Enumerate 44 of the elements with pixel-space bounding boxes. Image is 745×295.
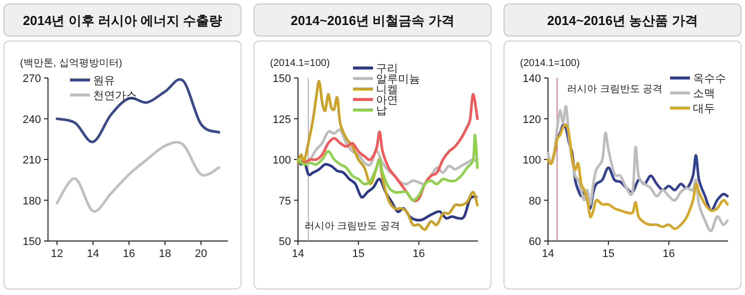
ref-line-label: 러시아 크림반도 공격 <box>304 221 400 232</box>
x-tick-label: 15 <box>352 248 365 260</box>
x-tick-label: 16 <box>122 248 136 260</box>
y-tick-label: 270 <box>22 73 41 85</box>
chart-title: 2014~2016년 농산품 가격 <box>547 13 698 28</box>
legend-label: 옥수수 <box>693 73 726 85</box>
legend-label: 아연 <box>376 94 398 106</box>
x-tick-label: 16 <box>662 248 675 260</box>
y-tick-label: 80 <box>528 195 541 208</box>
y-tick-label: 125 <box>272 114 291 126</box>
legend-label: 납 <box>376 105 387 117</box>
legend-label: 천연가스 <box>93 90 137 102</box>
x-tick-label: 20 <box>194 248 208 260</box>
legend-label: 니켈 <box>376 84 398 96</box>
y-tick-label: 100 <box>272 154 291 166</box>
legend-label: 원유 <box>93 75 115 87</box>
y-tick-label: 150 <box>22 236 41 248</box>
y-tick-label: 50 <box>278 236 291 248</box>
y-tick-label: 180 <box>22 195 41 208</box>
y-tick-label: 60 <box>528 236 541 248</box>
y-tick-label: 100 <box>522 154 541 166</box>
legend-label: 소맥 <box>693 88 715 100</box>
x-tick-label: 14 <box>542 248 554 260</box>
x-tick-label: 16 <box>412 248 425 260</box>
x-tick-label: 15 <box>602 248 615 260</box>
legend-label: 알루미늄 <box>376 74 420 86</box>
y-axis-title: (2014.1=100) <box>520 58 580 69</box>
y-tick-label: 150 <box>272 73 291 85</box>
chart-title: 2014~2016년 비철금속 가격 <box>290 13 454 28</box>
y-tick-label: 120 <box>522 114 541 126</box>
legend-label: 구리 <box>376 63 398 75</box>
x-tick-label: 12 <box>50 248 64 260</box>
y-tick-label: 140 <box>522 73 541 85</box>
x-tick-label: 14 <box>292 248 304 260</box>
y-tick-label: 75 <box>278 195 291 208</box>
ref-line-label: 러시아 크림반도 공격 <box>567 84 663 95</box>
y-tick-label: 210 <box>22 154 41 166</box>
chart-title: 2014년 이후 러시아 에너지 수출량 <box>22 13 222 28</box>
legend-label: 대두 <box>693 103 715 115</box>
y-tick-label: 240 <box>22 114 41 126</box>
y-axis-title: (백만톤, 십억평방미터) <box>20 58 122 69</box>
x-tick-label: 18 <box>158 248 172 260</box>
y-axis-title: (2014.1=100) <box>270 58 330 69</box>
x-tick-label: 14 <box>86 248 100 260</box>
